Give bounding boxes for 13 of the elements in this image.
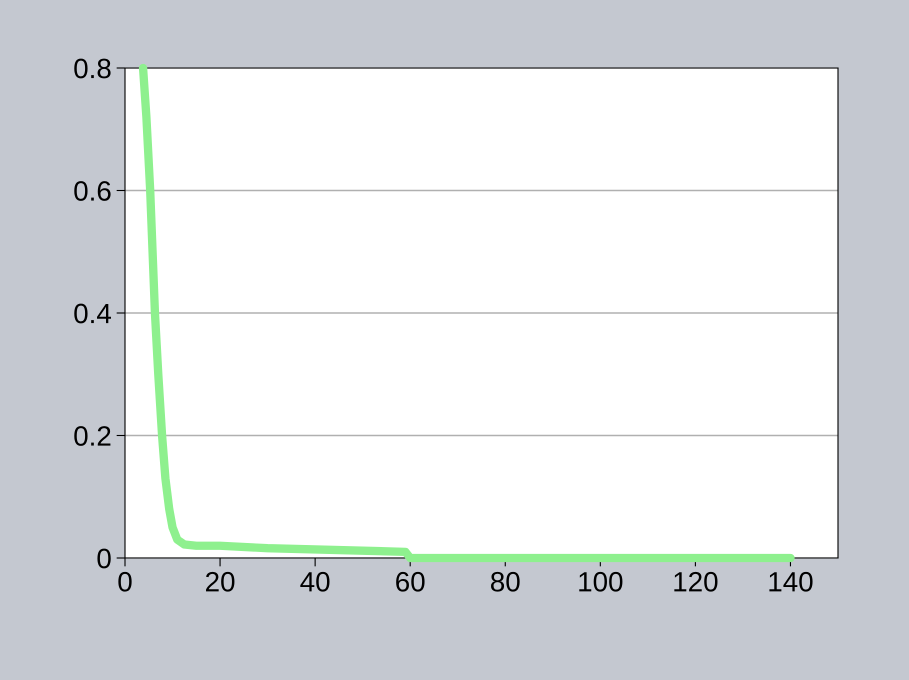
x-tick-label: 120 [674,572,718,592]
x-tick-label: 0 [118,572,132,592]
x-tick-label: 20 [206,572,234,592]
y-tick-label: 0.4 [74,304,111,324]
y-tick-label: 0.6 [74,181,111,201]
x-tick-label: 140 [769,572,813,592]
y-tick-label: 0 [97,548,111,568]
x-tick-label: 60 [396,572,425,592]
x-tick-label: 100 [579,572,622,592]
y-tick-label: 0.2 [74,426,110,446]
y-tick-label: 0.8 [74,58,111,78]
x-tick-label: 40 [300,572,330,592]
x-tick-label: 80 [491,572,520,592]
